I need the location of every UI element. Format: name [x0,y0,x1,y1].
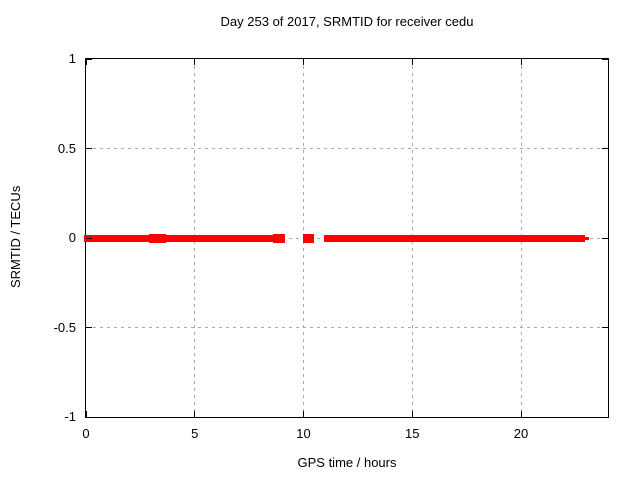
x-tick-label: 5 [191,426,199,441]
data-segment [148,233,160,243]
data-segment [324,234,585,242]
y-tick [86,148,92,149]
y-tick-label: -1 [64,409,76,424]
x-tick-label: 20 [513,426,529,441]
y-tick-mirror [602,148,608,149]
y-tick-mirror [602,416,608,418]
x-tick [85,411,87,417]
x-tick-mirror [520,59,522,65]
plot-area [84,58,609,418]
x-tick-mirror [303,59,304,65]
y-tick-mirror [602,237,608,239]
y-tick-label: 0.5 [57,140,76,156]
y-tick-label: 0 [68,230,76,245]
data-segment [273,233,282,243]
x-tick [303,411,304,417]
y-tick-label: 1 [68,51,76,66]
x-axis-label: GPS time / hours [297,455,397,470]
data-segment [162,234,275,242]
y-tick-mirror [602,327,608,328]
y-tick-mirror [602,58,608,60]
data-segment [580,236,590,240]
chart-title: Day 253 of 2017, SRMTID for receiver ced… [220,14,474,29]
data-segment [278,233,286,243]
y-tick [86,58,92,60]
x-tick-mirror [411,59,413,65]
y-tick [86,237,92,239]
x-tick [520,411,522,417]
x-tick-label: 0 [82,426,90,441]
data-segment [84,234,149,242]
data-segment [306,233,314,243]
x-tick [411,411,413,417]
x-tick-mirror [194,59,196,65]
x-tick-label: 15 [405,426,420,441]
y-tick [86,416,92,418]
data-segment [302,233,310,243]
x-tick-mirror [85,59,87,65]
y-gridline [86,327,608,328]
y-tick [86,327,92,328]
y-gridline [86,148,608,149]
x-tick-label: 10 [296,426,311,441]
y-tick-label: -0.5 [53,319,76,335]
x-tick [194,411,196,417]
